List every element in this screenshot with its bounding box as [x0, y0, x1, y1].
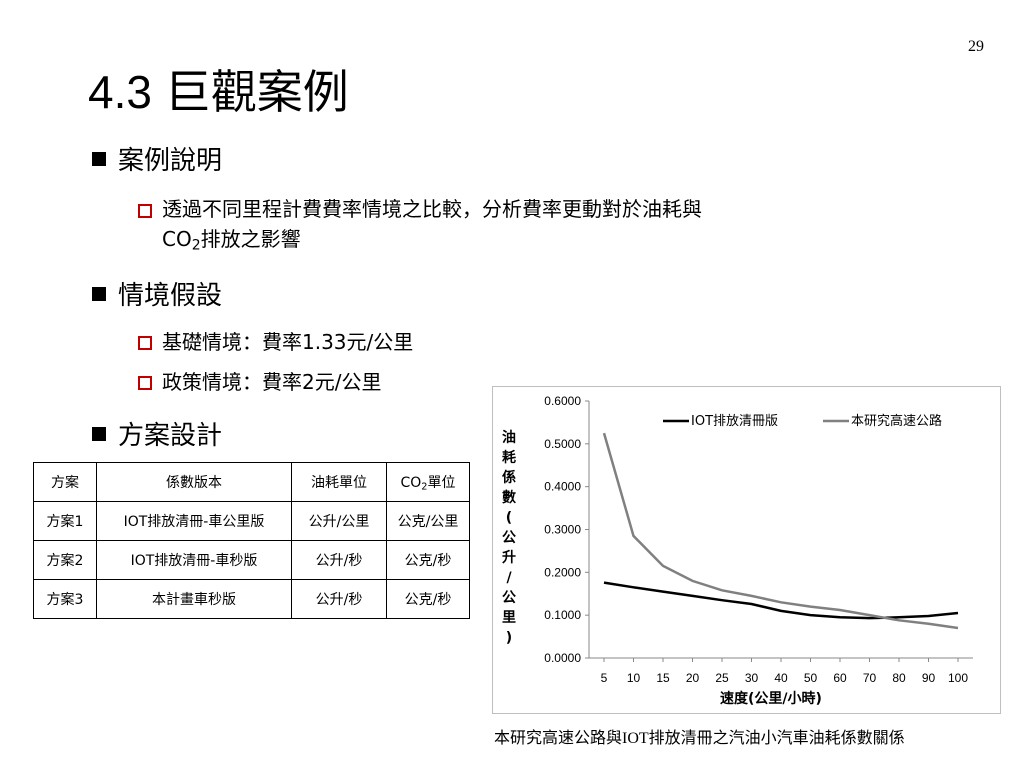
table-cell: 本計畫車秒版 — [96, 579, 292, 619]
y-axis-label-char: 數 — [502, 489, 516, 506]
y-tick-label: 0.3000 — [544, 523, 581, 537]
x-tick-label: 30 — [745, 671, 759, 685]
table-cell: 公升/公里 — [291, 501, 387, 541]
header-coefficient-version: 係數版本 — [96, 462, 292, 502]
hollow-square-bullet-icon — [138, 336, 152, 350]
square-bullet-icon — [92, 286, 106, 301]
table-cell: 公克/公里 — [386, 501, 470, 541]
co2-subscript: 2 — [421, 481, 428, 493]
table-cell: IOT排放清冊-車公里版 — [96, 501, 292, 541]
x-tick-label: 10 — [627, 671, 641, 685]
table-row: 方案3 本計畫車秒版 公升/秒 公克/秒 — [33, 579, 470, 619]
x-tick-label: 100 — [948, 671, 968, 685]
chart-caption: 本研究高速公路與IOT排放清冊之汽油小汽車油耗係數關係 — [494, 730, 905, 747]
bullet-scenario-assumption: 情境假設 — [92, 275, 222, 312]
x-tick-label: 50 — [804, 671, 818, 685]
y-axis-label-char: 公 — [502, 530, 516, 546]
x-tick-label: 40 — [774, 671, 788, 685]
hollow-square-bullet-icon — [138, 204, 152, 218]
table-row: 方案2 IOT排放清冊-車秒版 公升/秒 公克/秒 — [33, 540, 470, 580]
y-tick-label: 0.1000 — [544, 608, 581, 622]
table-cell: IOT排放清冊-車秒版 — [96, 540, 292, 580]
heading-case-description: 案例說明 — [118, 146, 223, 176]
co2-suffix: 排放之影響 — [200, 227, 301, 251]
case-item-line2: CO2排放之影響 — [162, 222, 702, 263]
co2-prefix: CO — [162, 227, 192, 251]
page-number: 29 — [968, 38, 984, 55]
case-item-line1: 透過不同里程計費費率情境之比較，分析費率更動對於油耗與 — [162, 197, 702, 221]
header-plan: 方案 — [33, 462, 97, 502]
chart-svg: 0.0000 0.1000 0.2000 0.3000 0.4000 0.5000 0.60… — [502, 394, 973, 707]
x-tick-label: 70 — [863, 671, 877, 685]
x-tick-label: 90 — [922, 671, 936, 685]
sub-bullet-case-item: 透過不同里程計費費率情境之比較，分析費率更動對於油耗與 CO2排放之影響 — [138, 197, 702, 263]
square-bullet-icon — [92, 426, 106, 441]
table-header-row: 方案 係數版本 油耗單位 CO2單位 — [33, 462, 470, 502]
bullet-case-description: 案例說明 — [92, 140, 222, 177]
y-axis-label-char: 公 — [502, 590, 516, 606]
x-tick-label: 15 — [656, 671, 670, 685]
y-axis-label-char: 油 — [502, 429, 516, 446]
y-axis-label-char: 里 — [502, 610, 516, 626]
table-cell: 方案3 — [33, 579, 97, 619]
sub-bullet-policy-scenario: 政策情境：費率2元/公里 — [138, 370, 381, 395]
header-co2-unit: CO2單位 — [386, 462, 470, 502]
y-tick-label: 0.5000 — [544, 437, 581, 451]
series-line-0 — [603, 581, 959, 620]
x-tick-label: 80 — [892, 671, 906, 685]
co2-prefix: CO — [400, 474, 422, 491]
table-cell: 公升/秒 — [291, 540, 387, 580]
plan-table: 方案 係數版本 油耗單位 CO2單位 方案1 IOT排放清冊-車公里版 公升/公… — [33, 462, 470, 619]
base-scenario-text: 基礎情境：費率1.33元/公里 — [162, 330, 414, 354]
y-axis-label-char: / — [506, 570, 512, 586]
header-fuel-unit: 油耗單位 — [291, 462, 387, 502]
y-axis-label-char: 升 — [502, 549, 516, 566]
table-cell: 方案2 — [33, 540, 97, 580]
slide-title: 4.3 巨觀案例 — [88, 66, 349, 118]
table-cell: 公升/秒 — [291, 579, 387, 619]
x-tick-label: 25 — [715, 671, 729, 685]
y-axis-label-char: ) — [506, 630, 512, 646]
case-item-text: 透過不同里程計費費率情境之比較，分析費率更動對於油耗與 CO2排放之影響 — [162, 192, 702, 263]
y-axis-label-char: ( — [506, 510, 512, 526]
y-tick-label: 0.2000 — [544, 565, 581, 579]
x-tick-label: 5 — [601, 671, 608, 685]
legend-label-1: 本研究高速公路 — [851, 413, 942, 429]
y-tick-label: 0.6000 — [544, 394, 581, 408]
x-tick-label: 20 — [686, 671, 700, 685]
heading-plan-design: 方案設計 — [118, 421, 223, 451]
y-tick-label: 0.4000 — [544, 480, 581, 494]
y-axis-label-char: 係 — [502, 469, 516, 486]
table-row: 方案1 IOT排放清冊-車公里版 公升/公里 公克/公里 — [33, 501, 470, 541]
x-tick-label: 60 — [833, 671, 847, 685]
sub-bullet-base-scenario: 基礎情境：費率1.33元/公里 — [138, 330, 413, 355]
fuel-coefficient-chart: 0.0000 0.1000 0.2000 0.3000 0.4000 0.5000 0.60… — [492, 386, 1001, 714]
table-cell: 公克/秒 — [386, 540, 470, 580]
co2-subscript: 2 — [191, 237, 201, 254]
heading-scenario-assumption: 情境假設 — [118, 281, 223, 311]
y-tick-label: 0.0000 — [544, 651, 581, 665]
table-cell: 方案1 — [33, 501, 97, 541]
y-axis-label-char: 耗 — [502, 449, 516, 466]
hollow-square-bullet-icon — [138, 376, 152, 390]
square-bullet-icon — [92, 151, 106, 166]
x-axis-label: 速度(公里/小時) — [720, 690, 822, 707]
legend-label-0: IOT排放清冊版 — [691, 414, 778, 429]
policy-scenario-text: 政策情境：費率2元/公里 — [162, 370, 382, 394]
bullet-plan-design: 方案設計 — [92, 415, 222, 452]
table-cell: 公克/秒 — [386, 579, 470, 619]
series-line-1 — [602, 432, 959, 630]
unit-suffix: 單位 — [427, 474, 456, 491]
